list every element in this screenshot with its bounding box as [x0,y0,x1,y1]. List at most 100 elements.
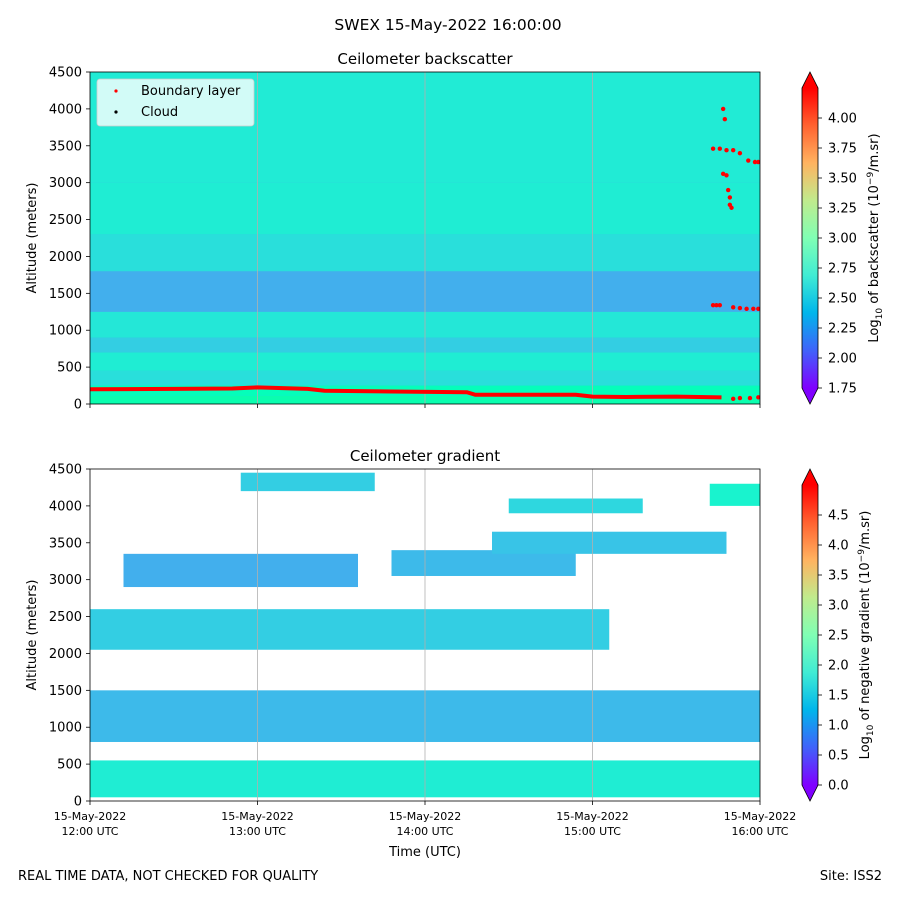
boundary-layer-point [720,106,726,112]
boundary-layer-point [731,396,736,402]
y-tick-label: 2000 [49,647,82,662]
y-tick-label: 1000 [49,721,82,736]
colorbar-tick-label: 3.00 [828,232,857,247]
gradient-x-ticks: 15-May-2022 12:00 UTC 15-May-2022 13:00 UTC… [54,801,796,838]
boundary-layer-point [752,159,758,165]
y-tick-label: 4500 [49,463,82,478]
x-tick-time: 15:00 UTC [564,825,621,838]
colorbar-tick-label: 4.5 [828,509,849,524]
gradient-panel: Ceilometer gradient 0 500 1000 1500 2000 2500… [25,447,876,860]
colorbar-top-extend [802,469,818,485]
y-tick-label: 1000 [49,324,82,339]
colorbar-tick-label: 3.5 [828,569,849,584]
colorbar-tick-label: 0.5 [828,749,849,764]
colorbar-tick-label: 2.0 [828,659,849,674]
gradient-layer [123,553,358,588]
colorbar-tick-label: 2.25 [828,322,857,337]
site-label: Site: ISS2 [819,869,882,884]
y-tick-label: 3000 [49,176,82,191]
legend-box [96,78,255,127]
colorbar-tick-label: 0.0 [828,779,849,794]
x-tick-time: 13:00 UTC [229,825,286,838]
colorbar-gradient [802,88,818,388]
gradient-title: Ceilometer gradient [350,447,500,465]
y-tick-label: 2500 [49,610,82,625]
boundary-layer-point [737,150,743,156]
figure-title: SWEX 15-May-2022 16:00:00 [334,16,561,34]
boundary-layer-point [737,305,743,311]
backscatter-colorbar-ticks: 4.00 3.75 3.50 3.25 3.00 2.75 2.50 2.25 2.00 1.75 [818,112,857,397]
y-tick-label: 3500 [49,139,82,154]
colorbar-top-extend [802,72,818,88]
colorbar-tick-label: 1.0 [828,719,849,734]
boundary-layer-point [731,148,736,153]
y-tick-label: 4500 [49,66,82,81]
x-tick-date: 15-May-2022 [221,810,293,823]
colorbar-bottom-extend [802,388,818,404]
boundary-layer-point [727,195,733,200]
colorbar-tick-label: 1.5 [828,689,849,704]
gradient-gridlines [257,469,593,801]
backscatter-colorbar: 4.00 3.75 3.50 3.25 3.00 2.75 2.50 2.25 2.00 1.75… [801,71,885,405]
colorbar-tick-label: 1.75 [828,382,857,397]
x-tick-date: 15-May-2022 [556,810,628,823]
legend-marker-cloud [114,110,118,114]
gradient-colorbar: 4.5 4.0 3.5 3.0 2.5 2.0 1.5 1.0 0.5 0.0 Log10 of … [801,468,876,802]
boundary-layer-point [724,173,729,178]
legend-marker-boundary-layer [114,89,118,93]
backscatter-colorbar-label: Log10 of backscatter (10−9/m.sr) [866,133,885,342]
gradient-layer [709,483,760,506]
colorbar-tick-label: 2.50 [828,292,857,307]
x-tick-date: 15-May-2022 [724,810,796,823]
y-tick-label: 3000 [49,573,82,588]
boundary-layer-point [751,306,756,312]
quality-disclaimer: REAL TIME DATA, NOT CHECKED FOR QUALITY [18,869,319,884]
boundary-layer-point [731,305,736,310]
gradient-layer [240,472,375,492]
colorbar-tick-label: 2.5 [828,629,849,644]
boundary-layer-point [746,158,751,163]
boundary-layer-point [714,302,719,308]
boundary-layer-point [725,187,731,193]
y-tick-label: 4000 [49,499,82,514]
gradient-ylabel: Altitude (meters) [25,580,40,691]
colorbar-tick-label: 4.00 [828,112,857,127]
boundary-layer-point [710,146,716,151]
backscatter-ylabel: Altitude (meters) [25,183,40,294]
y-tick-label: 3500 [49,536,82,551]
legend-label-cloud: Cloud [141,105,178,120]
y-tick-label: 1500 [49,287,82,302]
colorbar-outline [801,468,819,802]
y-tick-label: 2500 [49,213,82,228]
colorbar-tick-label: 4.0 [828,539,849,554]
boundary-layer-point [729,205,734,210]
backscatter-panel: Ceilometer backscatter 0 500 1000 1500 2000 2… [25,50,885,413]
boundary-layer-point [756,159,760,165]
x-tick-date: 15-May-2022 [389,810,461,823]
boundary-layer-point [756,306,760,312]
boundary-layer-point [710,302,716,308]
boundary-layer-point [756,395,760,400]
x-tick-time: 16:00 UTC [731,825,788,838]
y-tick-label: 4000 [49,102,82,117]
boundary-layer-point [744,306,749,312]
x-tick-time: 14:00 UTC [396,825,453,838]
boundary-layer-point [720,171,726,177]
backscatter-x-ticks [89,404,761,408]
boundary-layer-point [724,148,729,153]
gradient-layer [492,531,727,554]
y-tick-label: 500 [57,758,82,773]
gradient-colorbar-label: Log10 of negative gradient (10−9/m.sr) [857,511,876,760]
x-tick-date: 15-May-2022 [54,810,126,823]
legend-label-boundary-layer: Boundary layer [141,84,241,99]
colorbar-tick-label: 3.50 [828,172,857,187]
boundary-layer-series [90,106,760,402]
boundary-layer-point [717,302,722,308]
boundary-layer-line [90,385,722,400]
colorbar-bottom-extend [802,785,818,801]
boundary-layer-point [717,146,722,151]
x-tick-time: 12:00 UTC [61,825,118,838]
colorbar-tick-label: 3.25 [828,202,857,217]
y-tick-label: 2000 [49,250,82,265]
